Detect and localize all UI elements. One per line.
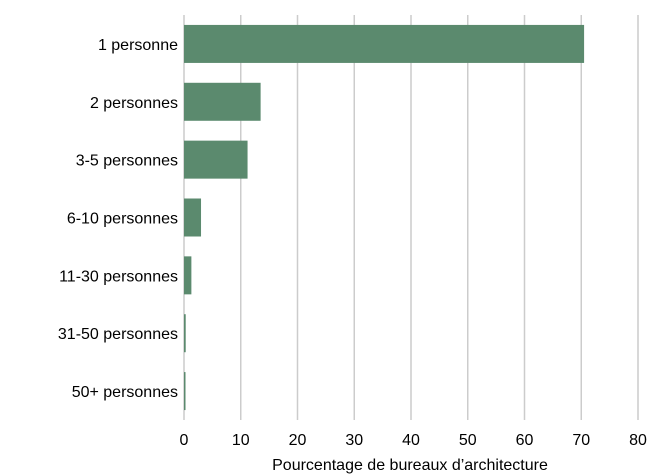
x-tick-label: 50 <box>459 432 477 449</box>
bar <box>184 314 186 353</box>
x-tick-label: 0 <box>180 432 189 449</box>
bar <box>184 140 248 179</box>
x-tick-label: 30 <box>345 432 363 449</box>
x-tick-label: 10 <box>232 432 250 449</box>
x-axis-title: Pourcentage de bureaux d’architecture <box>272 457 548 474</box>
x-tick-labels: 0 10 20 30 40 50 60 70 80 <box>180 432 647 449</box>
x-tick-label: 40 <box>402 432 420 449</box>
x-tick-label: 80 <box>629 432 647 449</box>
bar <box>184 256 192 295</box>
x-tick-label: 20 <box>289 432 307 449</box>
category-label: 2 personnes <box>90 95 178 112</box>
category-label: 1 personne <box>98 37 178 54</box>
category-label: 31-50 personnes <box>58 326 178 343</box>
x-tick-label: 70 <box>572 432 590 449</box>
bars <box>184 24 585 411</box>
category-label: 3-5 personnes <box>76 153 178 170</box>
category-label: 11-30 personnes <box>59 268 178 285</box>
category-label: 50+ personnes <box>72 384 178 401</box>
gridlines <box>183 15 639 420</box>
category-label: 6-10 personnes <box>67 211 178 228</box>
x-tick-label: 60 <box>516 432 534 449</box>
bar <box>184 198 202 237</box>
bar <box>184 82 261 121</box>
bar <box>184 24 585 63</box>
bar <box>184 372 186 411</box>
category-labels: 1 personne 2 personnes 3-5 personnes 6-10 p… <box>58 37 178 401</box>
